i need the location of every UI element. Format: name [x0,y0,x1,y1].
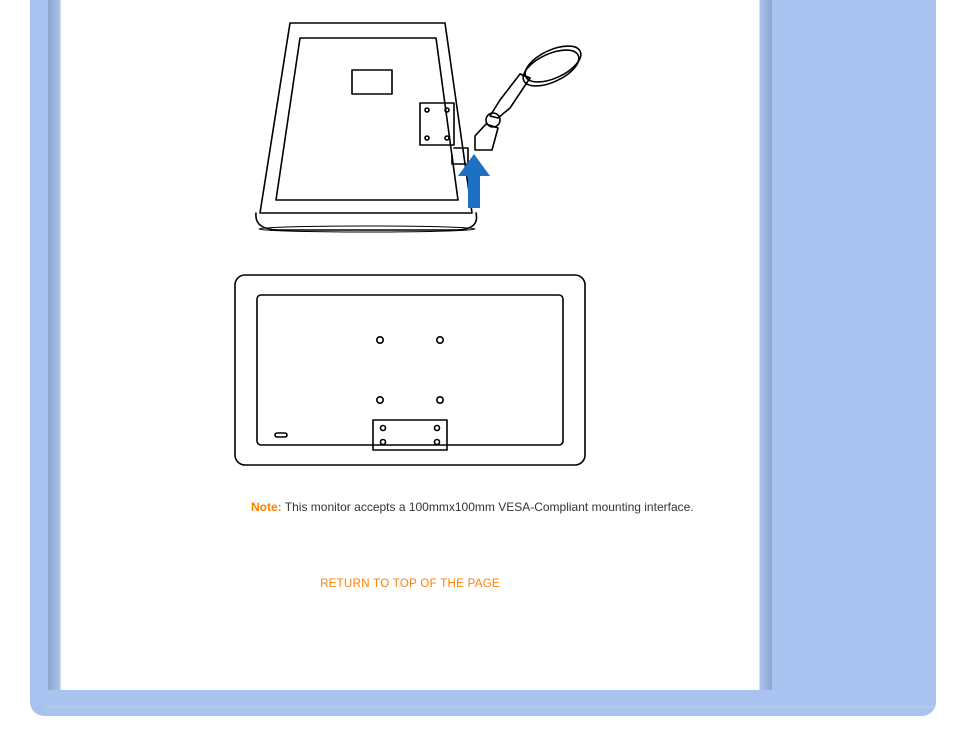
note-text: This monitor accepts a 100mmx100mm VESA-… [282,500,694,514]
monitor-mount-attach-illustration [220,8,600,253]
page-shadow-left [48,0,60,690]
figure-bottom-container [61,253,759,475]
figure-top-container [61,0,759,253]
link-row: RETURN TO TOP OF THE PAGE [61,516,759,592]
document-page: Note: This monitor accepts a 100mmx100mm… [60,0,760,690]
bottom-divider [45,706,934,708]
note-label: Note: [251,500,282,514]
page-shadow-right [760,0,772,690]
arrow-up-icon [458,154,490,208]
note-row: Note: This monitor accepts a 100mmx100mm… [61,475,759,516]
return-to-top-link[interactable]: RETURN TO TOP OF THE PAGE [320,578,500,590]
monitor-rear-vesa-illustration [225,265,595,475]
